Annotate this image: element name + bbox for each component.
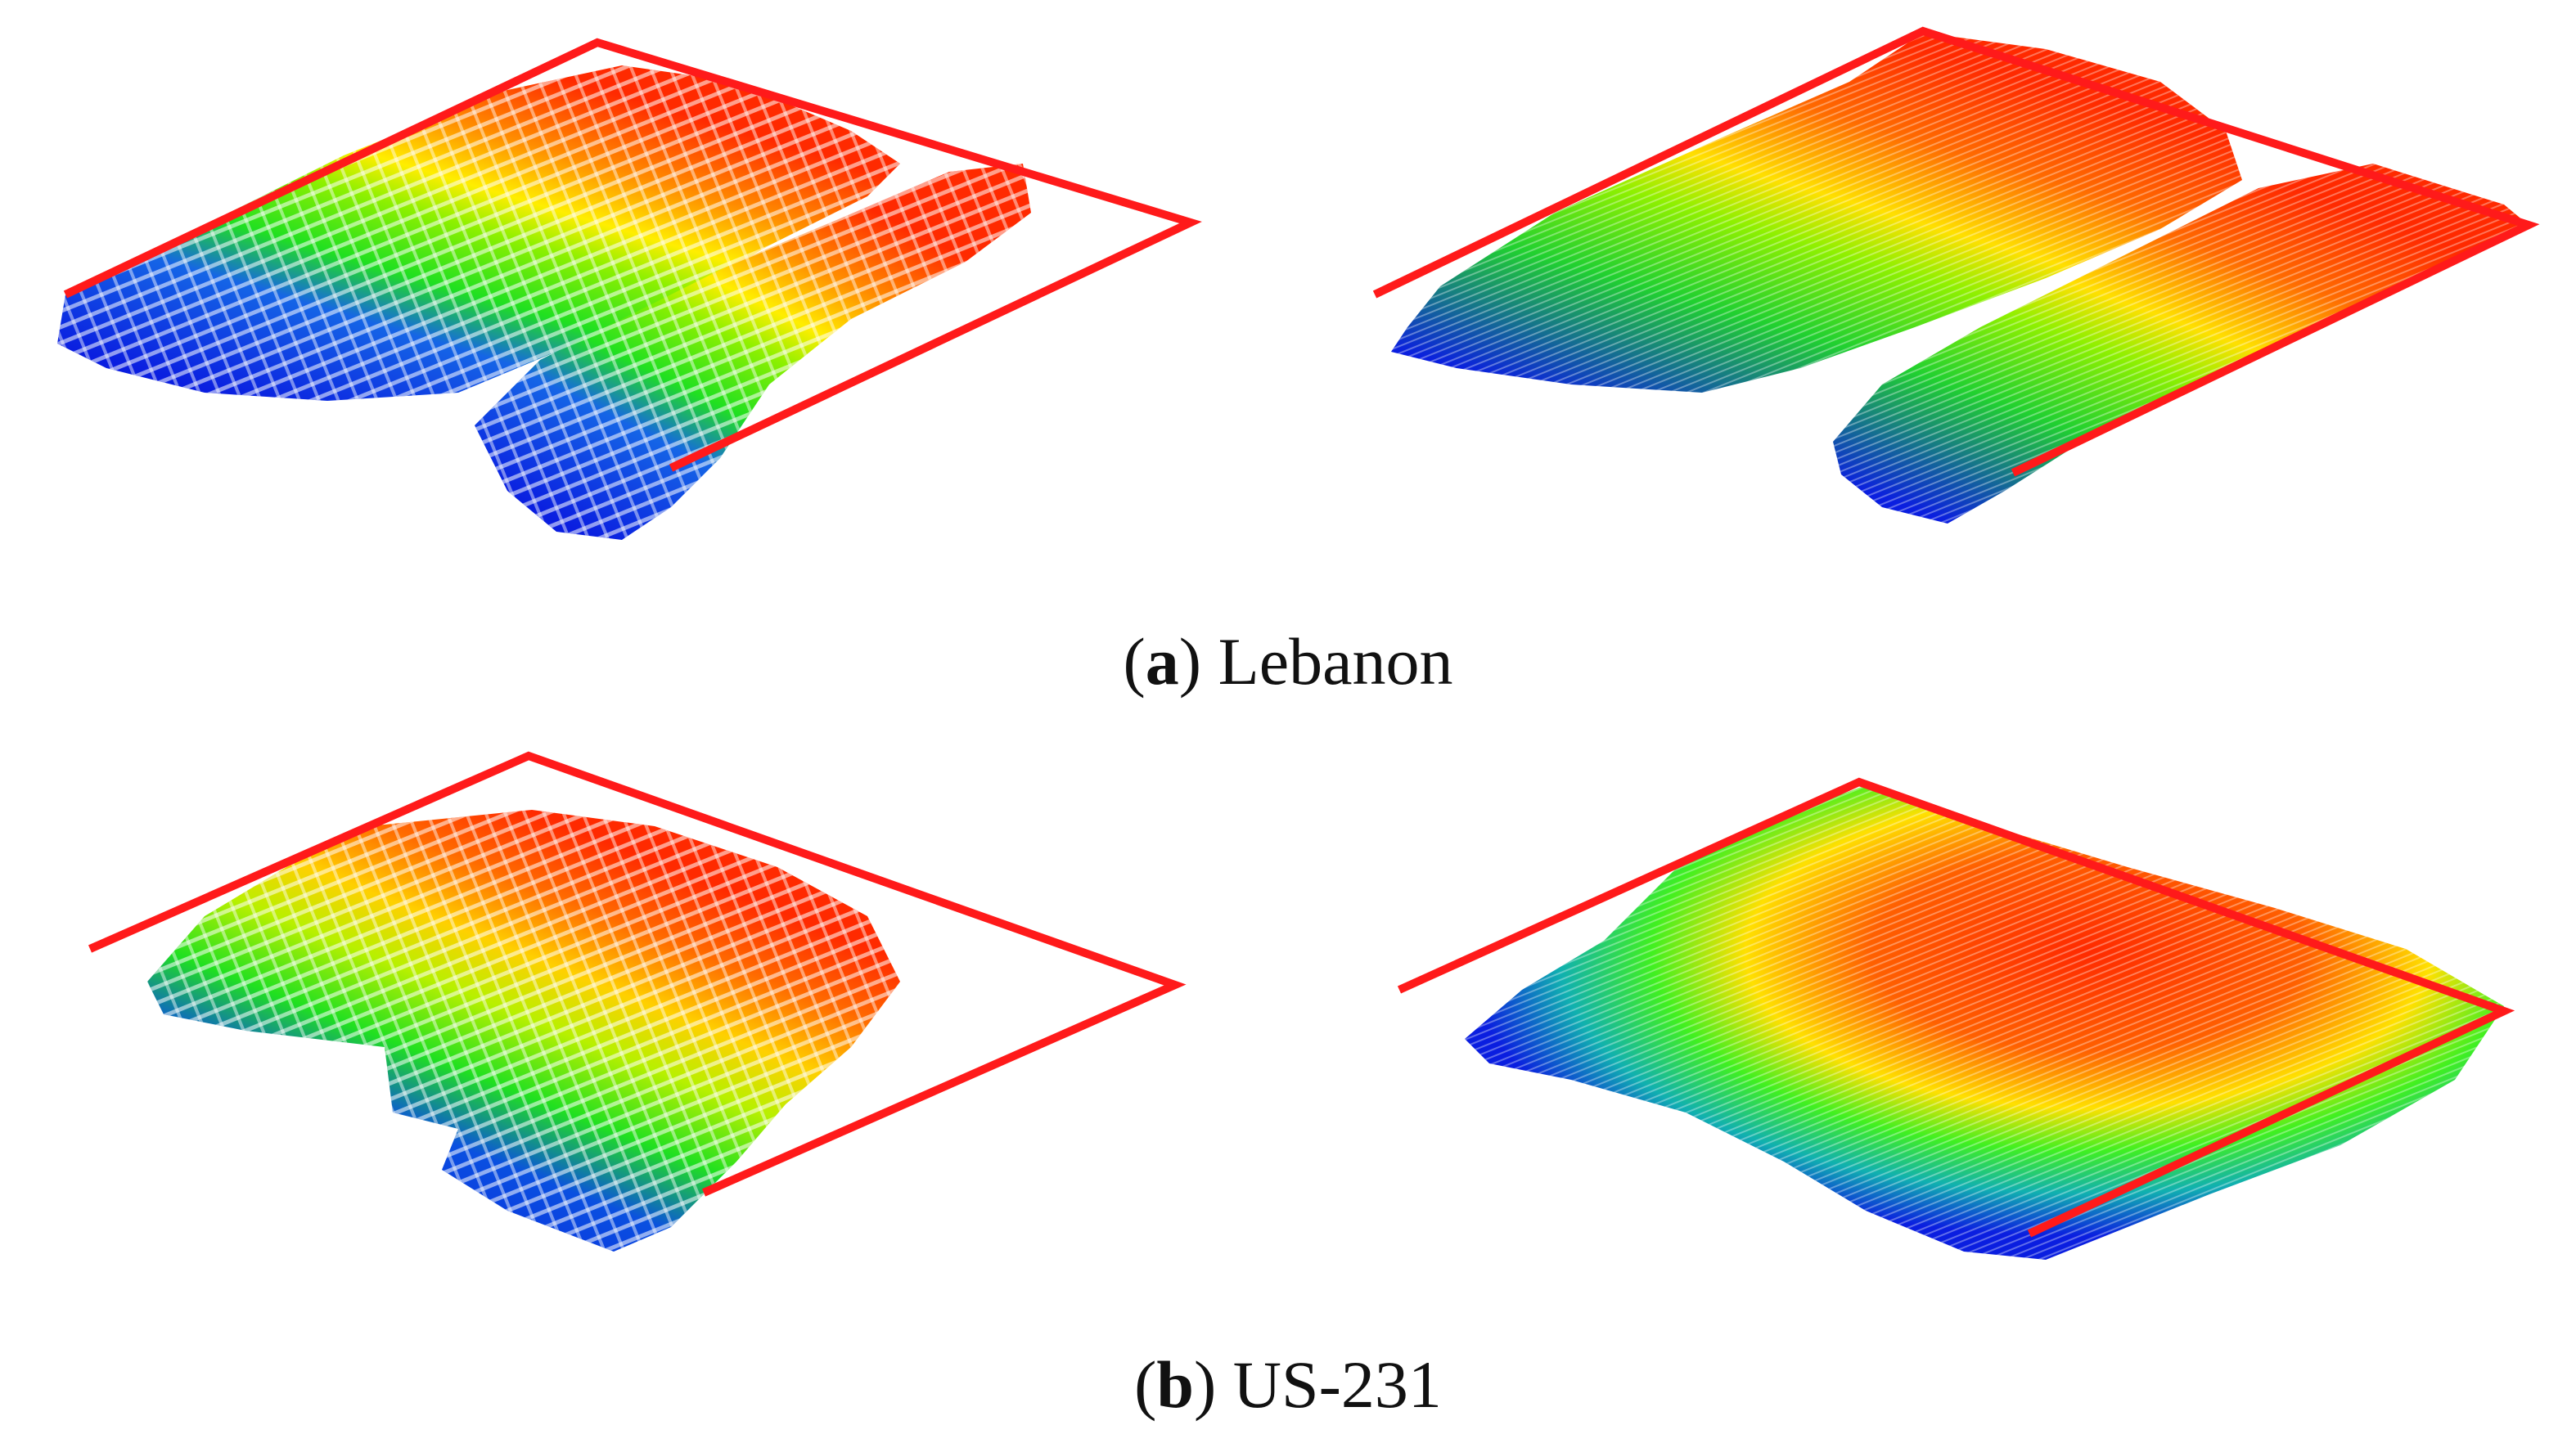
lebanon-point-cloud-panel [57, 38, 1202, 540]
caption-a-label: a [1145, 624, 1179, 699]
caption-b-text: US-231 [1232, 1347, 1442, 1422]
lebanon-surface-boundary-line [1372, 26, 2540, 477]
us231-surface-boundary-line [1397, 777, 2515, 1238]
caption-a-text: Lebanon [1218, 624, 1453, 699]
us231-surface-texture [1465, 785, 2504, 1260]
us231-point-cloud-panel [88, 751, 1187, 1252]
us231-boundary-line [88, 751, 1187, 1197]
caption-a: (a) Lebanon [1123, 624, 1453, 699]
lebanon-surface-panel [1372, 26, 2540, 524]
us231-point-texture [147, 810, 900, 1252]
us231-surface-panel [1397, 777, 2515, 1260]
caption-b-label: b [1156, 1347, 1194, 1422]
caption-b: (b) US-231 [1134, 1347, 1442, 1422]
lebanon-surface-texture [1391, 33, 2529, 524]
lebanon-boundary-line [63, 38, 1202, 472]
